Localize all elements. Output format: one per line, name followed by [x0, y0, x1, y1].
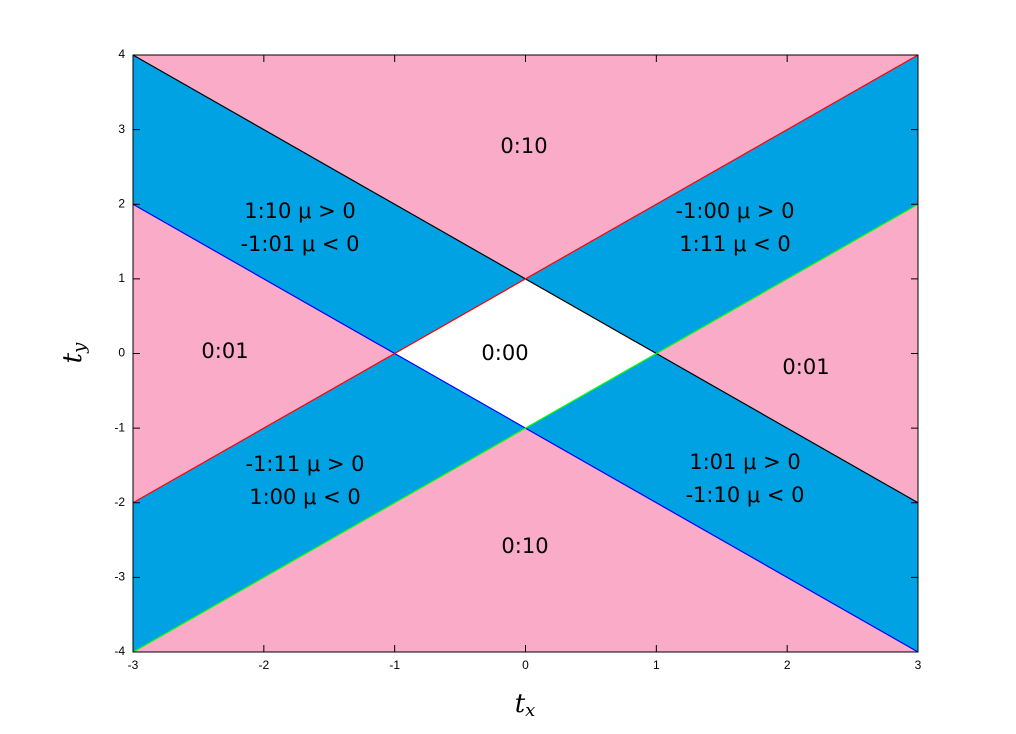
region-label: -1:00 μ > 0 — [675, 199, 794, 223]
x-tick-label: 0 — [522, 658, 529, 672]
region-label: 1:01 μ > 0 — [689, 450, 801, 474]
y-tick-label: 2 — [118, 196, 125, 210]
x-tick-label: -3 — [128, 658, 139, 672]
x-tick-label: 2 — [784, 658, 791, 672]
x-tick-label: -1 — [389, 658, 400, 672]
region-label: -1:01 μ < 0 — [240, 232, 359, 256]
y-axis-label-text: t — [58, 352, 88, 363]
x-tick-label: 3 — [915, 658, 922, 672]
y-tick-label: 0 — [118, 346, 125, 360]
y-axis-label: ty — [58, 342, 90, 363]
y-tick-label: -1 — [114, 420, 125, 434]
boundary-line — [132, 54, 919, 504]
boundary-line — [132, 203, 919, 653]
region-label: 0:01 — [201, 339, 248, 363]
y-tick-label: -4 — [114, 644, 125, 658]
y-axis-label-sub: y — [69, 342, 90, 354]
region-label: 0:10 — [500, 134, 547, 158]
region-label: -1:10 μ < 0 — [685, 483, 804, 507]
x-tick-label: -2 — [258, 658, 269, 672]
y-tick-label: 3 — [118, 122, 125, 136]
x-axis-label: tx — [515, 689, 536, 721]
region-label: 0:01 — [782, 355, 829, 379]
region-label: -1:11 μ > 0 — [245, 452, 364, 476]
region-label: 0:00 — [481, 341, 528, 365]
y-tick-label: 1 — [118, 271, 125, 285]
region-label: 0:10 — [501, 534, 548, 558]
x-axis-label-sub: x — [525, 700, 535, 721]
x-axis-label-text: t — [515, 689, 526, 719]
x-tick-label: 1 — [653, 658, 660, 672]
region-label: 1:00 μ < 0 — [249, 485, 361, 509]
region-label: 1:10 μ > 0 — [244, 199, 356, 223]
y-tick-label: -3 — [114, 570, 125, 584]
y-tick-label: 4 — [118, 47, 125, 61]
region-label: 1:11 μ < 0 — [679, 232, 791, 256]
y-tick-label: -2 — [114, 495, 125, 509]
